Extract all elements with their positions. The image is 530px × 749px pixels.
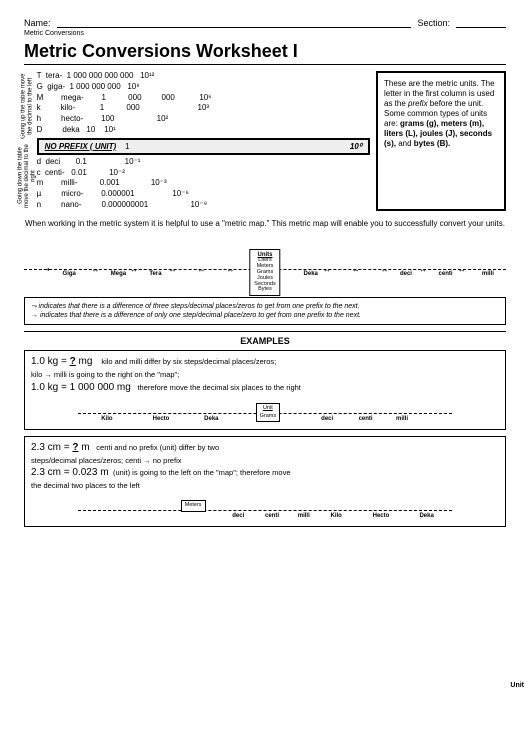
ex1-m-deka: Deka	[204, 415, 218, 423]
tick-icon: ↔	[198, 265, 206, 274]
ex2-m-kilo: Kilo	[331, 512, 342, 520]
header-row: Name: Section:	[24, 18, 506, 28]
ex1-unit-sub: Grams	[260, 413, 277, 419]
ex1-unit-title: Unit	[263, 405, 273, 411]
map-lbl-centi: centi	[439, 271, 453, 277]
info-text: These are the metric units. The letter i…	[384, 79, 495, 148]
prefixes-lower: d deci 0.1 10⁻¹ c centi- 0.01 10⁻² m mil…	[37, 157, 370, 211]
example-2: 2.3 cm = ? m centi and no prefix (unit) …	[24, 436, 506, 527]
examples-heading: EXAMPLES	[24, 331, 506, 346]
name-blank[interactable]	[57, 18, 412, 28]
ex1-minimap: Unit Grams Kilo Hecto Deka milli centi de…	[31, 399, 499, 425]
no-prefix-val: 1	[125, 142, 129, 151]
intro-text: When working in the metric system it is …	[24, 219, 506, 229]
tick-icon: ↔	[323, 265, 331, 274]
ex2-m-deka: Deka	[419, 512, 433, 520]
map-lbl-deka: Deka	[304, 271, 318, 277]
prefixes-upper: T tera- 1 000 000 000 000 10¹² G giga- 1…	[37, 71, 370, 136]
ex1-m-deci: deci	[321, 415, 333, 423]
tick-icon: ↔	[130, 265, 138, 274]
metric-map: Units Liters Meters Grams Joules Seconds…	[24, 233, 506, 293]
tick-icon: ↔	[381, 265, 389, 274]
far-unit-label: Unit	[510, 682, 524, 689]
no-prefix-exp: 10⁰	[350, 142, 362, 151]
ex2-eq1-unit: m	[79, 442, 90, 453]
ex1-m-centi: centi	[359, 415, 373, 423]
prefix-section: Going up the table move the decimal to t…	[24, 71, 506, 211]
legend-box: indicates that there is a difference of …	[24, 297, 506, 325]
minimap-line	[78, 510, 452, 511]
section-blank[interactable]	[456, 18, 506, 28]
unit-box-list: Liters Meters Grams Joules Seconds Bytes	[254, 258, 275, 293]
ex1-eq1-lhs: 1.0 kg =	[31, 356, 70, 367]
ex1-m-kilo: Kilo	[101, 415, 112, 423]
map-lbl-deci: deci	[400, 271, 412, 277]
name-label: Name:	[24, 18, 51, 28]
map-lbl-giga: Giga	[63, 271, 76, 277]
ex2-eq1-lhs: 2.3 cm =	[31, 442, 72, 453]
side-label-up: Going up the table move the decimal to t…	[24, 71, 31, 141]
page-title: Metric Conversions Worksheet I	[24, 41, 506, 65]
section-label: Section:	[417, 18, 450, 28]
tick-icon: ↔	[226, 265, 234, 274]
ex2-m-centi: centi	[265, 512, 279, 520]
ex2-minimap: Meters centi deci milli Kilo Hecto Deka	[31, 496, 499, 522]
map-lbl-mega: Mega	[111, 271, 126, 277]
subtitle: Metric Conversions	[24, 30, 506, 37]
info-box: These are the metric units. The letter i…	[376, 71, 506, 211]
ex2-eq2: 2.3 cm = 0.023 m	[31, 467, 109, 478]
tick-icon: ↔	[91, 265, 99, 274]
legend-line-1: indicates that there is a difference of …	[31, 302, 499, 311]
map-lbl-tera: Tera	[149, 271, 161, 277]
ex2-unit-box: Meters	[181, 500, 206, 512]
tick-icon: ↔	[169, 265, 177, 274]
tick-icon: ⇢	[43, 265, 50, 274]
side-label-down: Going down the table move the decimal to…	[24, 141, 31, 211]
no-prefix-label: NO PREFIX ( UNIT)	[45, 142, 117, 151]
example-1: 1.0 kg = ? mg kilo and milli differ by s…	[24, 350, 506, 430]
ex2-m-deci: deci	[232, 512, 244, 520]
ex2-m-milli: milli	[298, 512, 310, 520]
legend-line-2: indicates that there is a difference of …	[31, 311, 499, 320]
map-lbl-milli: milli	[482, 271, 494, 277]
ex1-unit-box: Unit Grams	[256, 403, 281, 422]
ex1-note2: therefore move the decimal six places to…	[137, 383, 300, 392]
tick-icon: ↔	[419, 265, 427, 274]
ex1-m-milli: milli	[396, 415, 408, 423]
ex2-m-hecto: Hecto	[373, 512, 390, 520]
no-prefix-row: NO PREFIX ( UNIT) 1 10⁰	[37, 138, 370, 155]
ex2-unit-title: Meters	[185, 502, 202, 508]
ex1-m-hecto: Hecto	[153, 415, 170, 423]
unit-box: Units Liters Meters Grams Joules Seconds…	[249, 249, 280, 296]
ex1-eq1-unit: mg	[76, 356, 93, 367]
ex1-eq2: 1.0 kg = 1 000 000 mg	[31, 382, 131, 393]
tick-icon: ↔	[458, 265, 466, 274]
tick-icon: ↔	[352, 265, 360, 274]
